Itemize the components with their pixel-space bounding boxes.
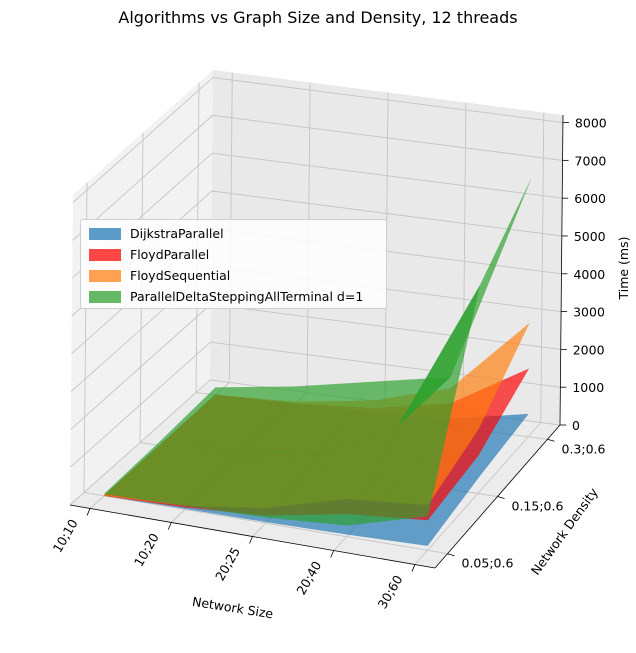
legend-swatch — [89, 227, 121, 240]
x-tick — [411, 564, 416, 572]
legend-label: DijkstraParallel — [130, 226, 224, 241]
z-tick-label: 8000 — [575, 116, 607, 131]
legend-item: DijkstraParallel — [89, 223, 378, 244]
z-tick-label: 6000 — [574, 191, 606, 206]
x-axis-label: Network Size — [191, 594, 274, 622]
z-tick-label: 4000 — [573, 267, 605, 282]
z-tick-label: 7000 — [575, 153, 607, 168]
legend-item: ParallelDeltaSteppingAllTerminal d=1 — [89, 286, 378, 307]
z-axis-label: Time (ms) — [616, 236, 631, 300]
legend-item: FloydSequential — [89, 265, 378, 286]
legend-item: FloydParallel — [89, 244, 378, 265]
surface-patch — [398, 179, 531, 425]
legend-label: FloydSequential — [130, 268, 231, 283]
y-tick-label: 0.3;0.6 — [562, 441, 606, 456]
z-tick-label: 3000 — [573, 305, 605, 320]
z-gridline — [72, 114, 563, 241]
x-tick — [167, 522, 172, 530]
x-tick-label: 30;60 — [375, 573, 406, 612]
z-tick-label: 1000 — [572, 380, 604, 395]
x-tick — [249, 536, 253, 544]
z-tick-label: 5000 — [574, 229, 606, 244]
y-tick — [447, 553, 455, 557]
axes — [69, 114, 569, 572]
y-tick — [547, 438, 555, 442]
legend-label: FloydParallel — [130, 247, 210, 262]
legend-swatch — [89, 290, 121, 303]
z-tick-label: 2000 — [573, 342, 605, 357]
x-tick-label: 20;25 — [212, 545, 243, 584]
legend-swatch — [89, 269, 121, 282]
legend-label: ParallelDeltaSteppingAllTerminal d=1 — [130, 289, 364, 304]
x-tick-label: 10;10 — [50, 516, 81, 555]
legend: DijkstraParallel FloydParallel FloydSequen… — [80, 219, 387, 309]
z-tick-label: 0 — [572, 418, 580, 433]
x-tick — [330, 550, 335, 558]
legend-swatch — [89, 248, 121, 261]
y-tick-label: 0.15;0.6 — [512, 499, 564, 514]
surface-paralleldeltasteppingallterminal-d-1 — [103, 179, 531, 526]
y-tick — [497, 496, 505, 499]
z-gridline — [72, 77, 563, 203]
x-tick-label: 10;20 — [131, 530, 162, 569]
x-tick-label: 20;40 — [293, 558, 324, 597]
x-tick — [86, 508, 91, 516]
y-tick-label: 0.05;0.6 — [462, 556, 514, 571]
z-axis-line — [559, 114, 564, 426]
chart-title: Algorithms vs Graph Size and Density, 12… — [118, 8, 518, 27]
surfaces — [103, 179, 531, 547]
